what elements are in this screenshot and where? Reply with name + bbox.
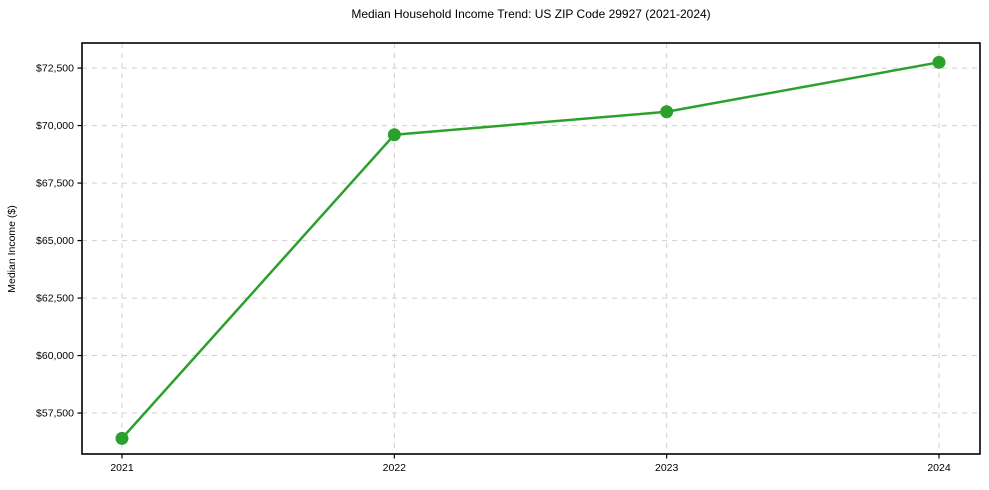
y-tick-label: $62,500	[36, 293, 74, 305]
data-point-marker	[387, 128, 401, 142]
y-tick-label: $60,000	[36, 350, 74, 362]
chart-title: Median Household Income Trend: US ZIP Co…	[351, 7, 711, 21]
data-series-layer	[115, 55, 946, 445]
series-line	[120, 61, 941, 440]
data-point-marker	[932, 55, 946, 69]
y-tick-label: $70,000	[36, 120, 74, 132]
x-tick-label: 2022	[383, 462, 407, 474]
x-tick-label: 2023	[655, 462, 679, 474]
x-tick-label: 2021	[110, 462, 134, 474]
y-tick-label: $72,500	[36, 63, 74, 75]
axes-layer: $57,500 $60,000 $62,500 $65,000 $67,500 $70,0…	[36, 42, 981, 474]
plot-border	[81, 42, 981, 455]
y-tick-label: $67,500	[36, 178, 74, 190]
x-tick-label: 2024	[927, 462, 951, 474]
y-tick-label: $57,500	[36, 408, 74, 420]
data-point-marker	[660, 105, 674, 119]
data-point-marker	[115, 431, 129, 445]
y-axis-label: Median Income ($)	[6, 205, 18, 293]
gridlines-layer	[82, 43, 980, 454]
y-tick-label: $65,000	[36, 235, 74, 247]
